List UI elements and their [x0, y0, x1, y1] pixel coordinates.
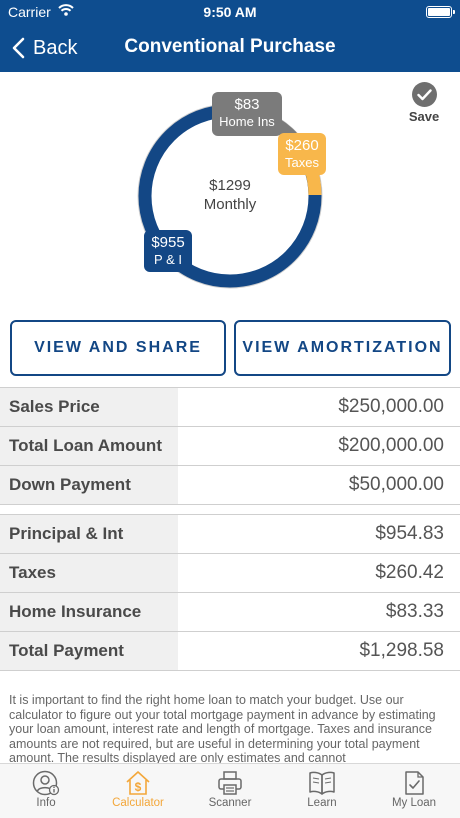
back-button[interactable]: Back [12, 34, 77, 62]
house-dollar-icon: $ [126, 771, 150, 795]
row-label: Taxes [0, 554, 178, 592]
table-row: Total Payment $1,298.58 [0, 632, 460, 671]
row-label: Down Payment [0, 466, 178, 504]
battery-icon [426, 6, 455, 18]
header: Carrier 9:50 AM Back Conventional Purcha… [0, 0, 460, 72]
payment-chart-area: $1299 Monthly $83 Home Ins $260 Taxes $9… [0, 72, 460, 308]
row-label: Sales Price [0, 388, 178, 426]
status-time: 9:50 AM [203, 4, 257, 20]
table-row: Total Loan Amount $200,000.00 [0, 427, 460, 466]
tab-learn[interactable]: Learn [276, 764, 368, 818]
save-button[interactable]: Save [406, 82, 442, 124]
nav-bar: Back Conventional Purchase [0, 24, 460, 72]
table-row: Taxes $260.42 [0, 554, 460, 593]
open-book-icon [309, 771, 335, 795]
tab-bar: Info $ Calculator Scanner [0, 763, 460, 818]
row-label: Home Insurance [0, 593, 178, 631]
home-ins-amount: $83 [234, 96, 260, 113]
loan-summary-table: Sales Price $250,000.00 Total Loan Amoun… [0, 387, 460, 505]
table-row: Sales Price $250,000.00 [0, 388, 460, 427]
tab-calculator[interactable]: $ Calculator [92, 764, 184, 818]
page-title: Conventional Purchase [124, 36, 336, 57]
row-value: $83.33 [385, 601, 444, 622]
payment-breakdown-table: Principal & Int $954.83 Taxes $260.42 Ho… [0, 514, 460, 671]
taxes-chip: $260 Taxes [278, 133, 326, 175]
row-value: $260.42 [375, 562, 444, 583]
row-value: $50,000.00 [348, 474, 444, 495]
tab-learn-label: Learn [307, 797, 337, 809]
row-value: $954.83 [375, 523, 444, 544]
taxes-label: Taxes [285, 155, 319, 170]
tab-my-loan-label: My Loan [391, 797, 437, 809]
home-ins-label: Home Ins [219, 114, 275, 129]
view-amortization-button[interactable]: VIEW AMORTIZATION [234, 320, 451, 376]
row-label: Total Loan Amount [0, 427, 178, 465]
table-row: Down Payment $50,000.00 [0, 466, 460, 505]
tab-info[interactable]: Info [0, 764, 92, 818]
tab-my-loan[interactable]: My Loan [368, 764, 460, 818]
back-label: Back [33, 36, 78, 59]
printer-icon [218, 771, 242, 795]
table-row: Home Insurance $83.33 [0, 593, 460, 632]
document-check-icon [405, 771, 424, 795]
pi-chip: $955 P & I [144, 230, 192, 272]
chevron-left-icon [12, 37, 25, 59]
taxes-amount: $260 [285, 137, 319, 154]
tab-scanner[interactable]: Scanner [184, 764, 276, 818]
carrier-label: Carrier [8, 4, 51, 20]
disclaimer-text: It is important to find the right home l… [9, 693, 436, 763]
chart-center-label: Monthly [203, 196, 257, 213]
wifi-icon [58, 4, 74, 16]
row-value: $250,000.00 [338, 396, 444, 417]
table-row: Principal & Int $954.83 [0, 515, 460, 554]
svg-text:$: $ [135, 780, 142, 794]
home-ins-chip: $83 Home Ins [212, 92, 282, 136]
chart-center-amount: $1299 [209, 177, 251, 194]
status-bar: Carrier 9:50 AM [0, 0, 460, 24]
row-label: Total Payment [0, 632, 178, 670]
tab-calculator-label: Calculator [112, 797, 164, 809]
tab-scanner-label: Scanner [208, 797, 252, 809]
pi-amount: $955 [151, 234, 185, 251]
view-and-share-button[interactable]: VIEW AND SHARE [10, 320, 226, 376]
tab-info-label: Info [36, 797, 56, 809]
pi-label: P & I [154, 252, 182, 267]
person-info-icon [32, 770, 60, 796]
checkmark-icon [411, 82, 437, 107]
save-label: Save [408, 109, 440, 124]
row-label: Principal & Int [0, 515, 178, 553]
row-value: $1,298.58 [359, 640, 444, 661]
row-value: $200,000.00 [338, 435, 444, 456]
